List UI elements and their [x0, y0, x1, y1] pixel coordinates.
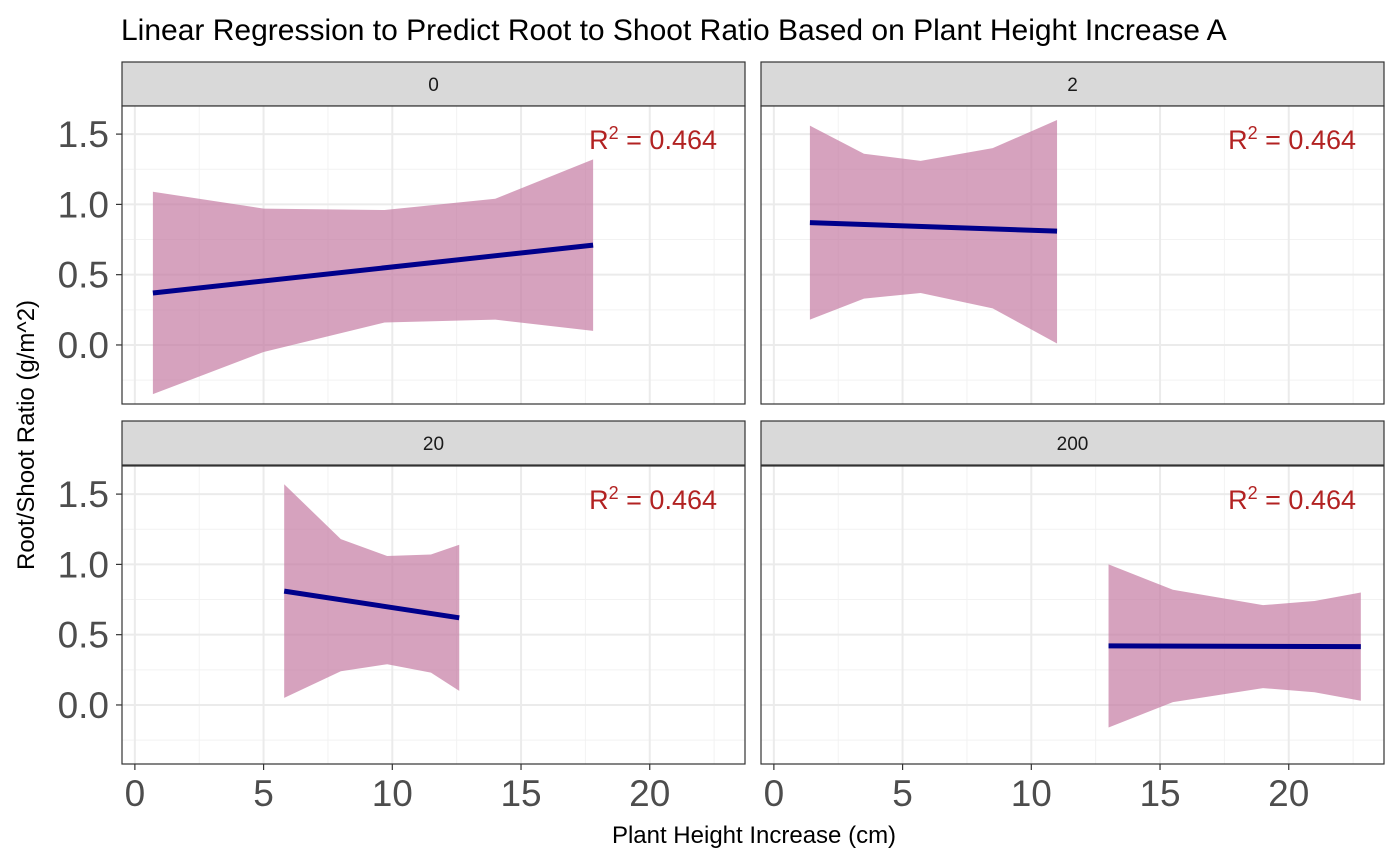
r-squared-annotation: R2 = 0.464	[1228, 123, 1356, 155]
panel-border	[760, 105, 1385, 405]
facet-strip-label: 2	[1067, 75, 1078, 96]
facet-strip	[121, 420, 746, 466]
chart-title: Linear Regression to Predict Root to Sho…	[121, 14, 1227, 47]
x-tick-label: 5	[892, 773, 913, 814]
x-tick-label: 20	[1268, 773, 1309, 814]
x-tick-label: 5	[253, 773, 274, 814]
regression-line	[1108, 643, 1361, 650]
facet-panel-20: 20 R2 = 0.464 0.0 0.5 1.0 1.5 0 5 10 15 20	[58, 420, 746, 814]
panel-border	[121, 465, 746, 765]
panel-border	[760, 465, 1385, 765]
confidence-band	[284, 484, 460, 698]
regression-line	[152, 242, 594, 296]
y-tick-label: 1.0	[58, 184, 109, 225]
r-squared-annotation: R2 = 0.464	[589, 123, 717, 155]
y-tick-label: 1.5	[58, 474, 109, 515]
facet-strip-label: 200	[1057, 434, 1089, 455]
confidence-band	[152, 159, 594, 395]
regression-line	[809, 220, 1058, 234]
y-tick-label: 1.5	[58, 114, 109, 155]
confidence-band	[809, 120, 1058, 344]
x-tick-label: 0	[125, 773, 146, 814]
r-squared-annotation: R2 = 0.464	[589, 483, 717, 515]
regression-line	[283, 588, 460, 621]
facet-strip-label: 0	[428, 75, 439, 96]
y-axis-label: Root/Shoot Ratio (g/m^2)	[13, 300, 40, 570]
x-tick-label: 20	[629, 773, 670, 814]
y-tick-label: 0.5	[58, 615, 109, 656]
x-tick-label: 15	[1139, 773, 1180, 814]
facet-panel-0: 0 R2 = 0.464 0.0 0.5 1.0 1.5	[58, 61, 746, 405]
y-tick-label: 1.0	[58, 544, 109, 585]
facet-strip	[760, 61, 1385, 107]
facet-strip	[760, 420, 1385, 466]
panel-border	[121, 105, 746, 405]
x-tick-label: 10	[1011, 773, 1052, 814]
facet-strip	[121, 61, 746, 107]
x-tick-label: 15	[500, 773, 541, 814]
x-tick-label: 10	[372, 773, 413, 814]
facet-strip-label: 20	[423, 434, 444, 455]
facet-panel-2: 2 R2 = 0.464	[760, 61, 1385, 405]
y-tick-label: 0.0	[58, 685, 109, 726]
r-squared-annotation: R2 = 0.464	[1228, 483, 1356, 515]
y-tick-label: 0.0	[58, 325, 109, 366]
x-axis-label: Plant Height Increase (cm)	[612, 822, 896, 849]
facet-panels: 0 R2 = 0.464 0.0 0.5 1.0 1.5 2 R2 = 0.464 20 R2 =…	[58, 61, 1385, 814]
y-tick-label: 0.5	[58, 255, 109, 296]
x-tick-label: 0	[764, 773, 785, 814]
facet-panel-200: 200 R2 = 0.464 0 5 10 15 20	[760, 420, 1385, 814]
